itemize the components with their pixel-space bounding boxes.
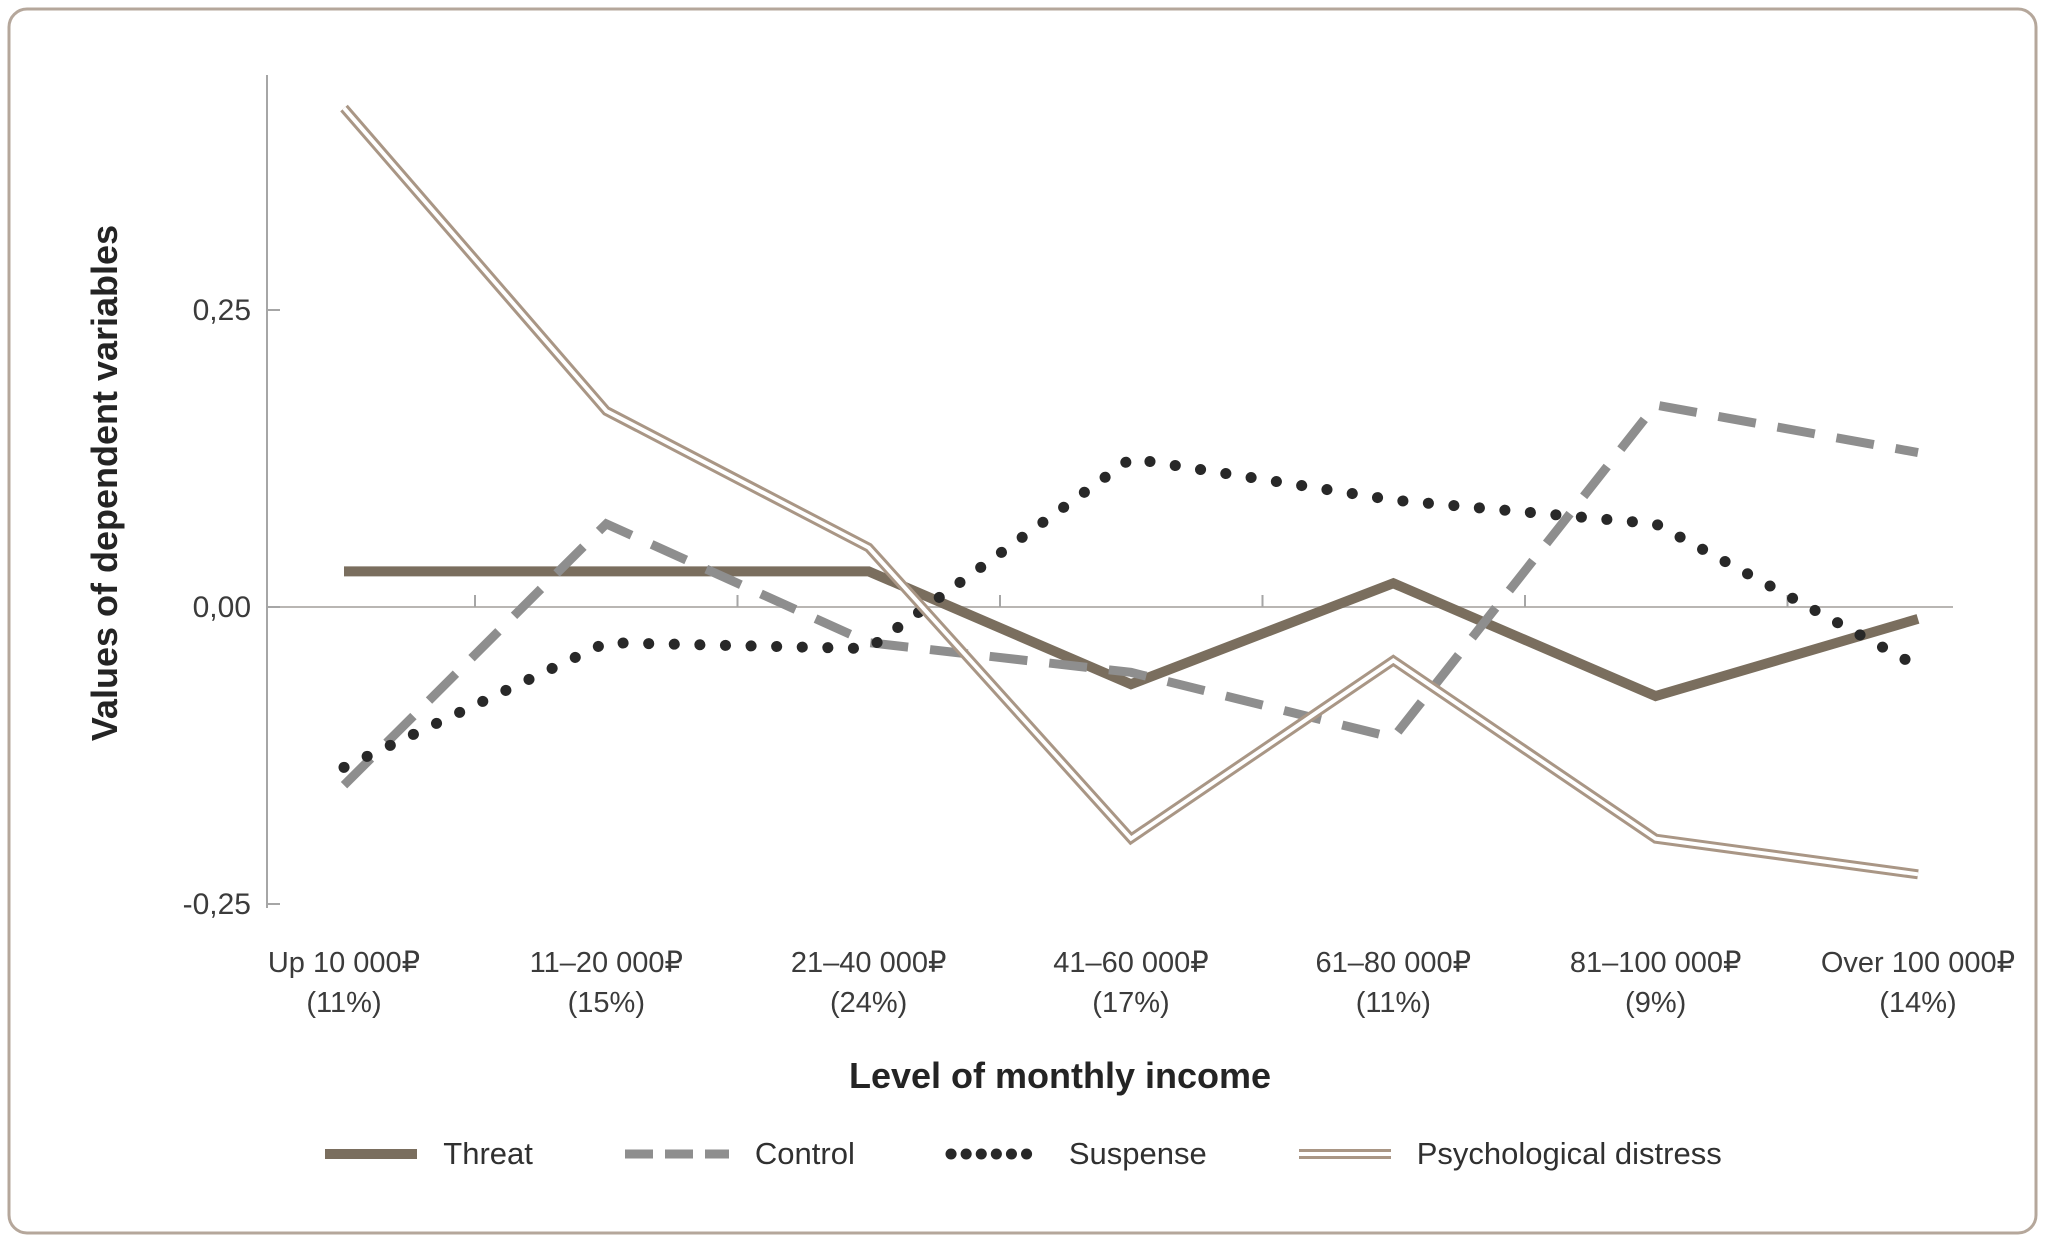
x-category-label: 41–60 000₽ [1053, 947, 1209, 979]
y-tick-label: 0,25 [193, 294, 251, 327]
x-axis-title: Level of monthly income [849, 1055, 1271, 1096]
legend-item-psychological-distress: Psychological distress [1297, 1136, 1722, 1172]
legend-item-control: Control [623, 1136, 855, 1172]
legend-item-threat: Threat [323, 1136, 533, 1172]
series-line-suspense [338, 452, 1924, 773]
legend-swatch-solid-line-icon [325, 1149, 418, 1159]
y-tick-label: -0,25 [183, 888, 251, 921]
x-category-percent: (17%) [1092, 987, 1169, 1019]
axes-layer [266, 75, 1953, 908]
x-category-label: 21–40 000₽ [791, 947, 947, 979]
series-line-psychological-distress [340, 104, 1919, 880]
legend: Threat Control Suspense Psychological di… [0, 1136, 2045, 1172]
labels-layer: Level of monthly income Values of depend… [84, 225, 2015, 1096]
y-tick-label: 0,00 [193, 591, 251, 624]
x-category-label: Up 10 000₽ [268, 947, 420, 979]
series-layer [338, 104, 1924, 880]
legend-swatch-double-line-icon [1298, 1149, 1391, 1159]
x-category-label: 81–100 000₽ [1570, 947, 1742, 979]
x-category-percent: (9%) [1625, 987, 1686, 1019]
x-category-label: 61–80 000₽ [1316, 947, 1472, 979]
legend-label: Psychological distress [1416, 1136, 1722, 1171]
x-category-percent: (24%) [830, 987, 907, 1019]
x-category-percent: (11%) [1356, 987, 1431, 1019]
card-border [7, 7, 2038, 1235]
series-line-control [340, 400, 1919, 789]
x-category-label: Over 100 000₽ [1821, 947, 2015, 979]
legend-swatch-dotted-line-icon [945, 1148, 1045, 1160]
series-line-threat [344, 566, 1920, 702]
legend-label: Control [754, 1136, 855, 1171]
y-axis-title: Values of dependent variables [84, 225, 125, 741]
legend-swatch-dashed-line-icon [624, 1149, 729, 1159]
x-category-percent: (11%) [306, 987, 381, 1019]
legend-label: Suspense [1068, 1136, 1207, 1171]
x-category-label: 11–20 000₽ [530, 947, 683, 979]
x-category-percent: (15%) [568, 987, 645, 1019]
legend-label: Threat [443, 1136, 533, 1171]
legend-item-suspense: Suspense [945, 1136, 1207, 1172]
x-category-percent: (14%) [1879, 987, 1956, 1019]
series-line-inner-white [342, 106, 1919, 877]
